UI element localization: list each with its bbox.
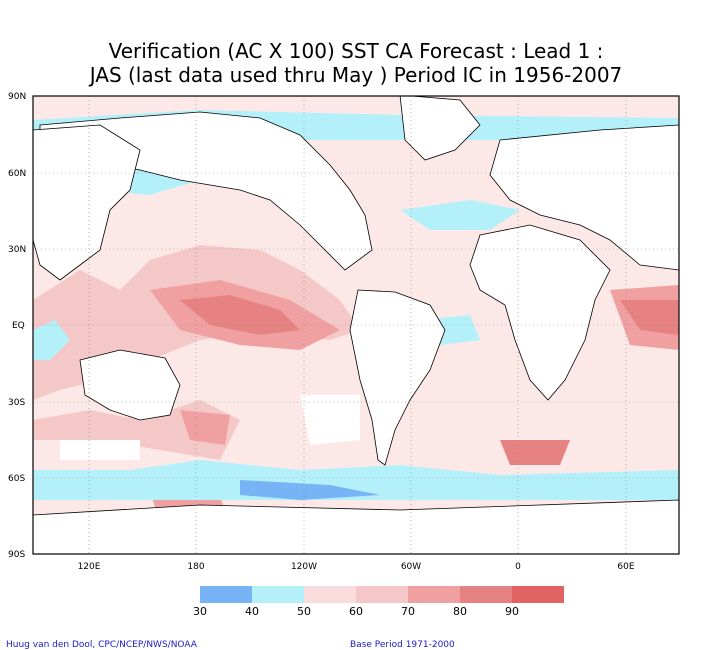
lat-label: EQ bbox=[12, 321, 25, 331]
legend-swatch bbox=[252, 586, 304, 603]
lat-label: 60N bbox=[8, 169, 26, 179]
land-asia-east bbox=[33, 124, 141, 281]
land-south-america bbox=[349, 289, 446, 466]
land-australia bbox=[79, 349, 181, 421]
lat-label: 30N bbox=[8, 245, 26, 255]
legend-swatch bbox=[200, 586, 252, 603]
lat-label: 90S bbox=[8, 550, 25, 560]
chart-title-line-2: JAS (last data used thru May ) Period IC… bbox=[89, 63, 623, 87]
lon-label: 180 bbox=[187, 562, 204, 572]
map-gridlines bbox=[33, 96, 679, 554]
legend-label: 50 bbox=[297, 605, 311, 618]
land-antarctica bbox=[33, 499, 679, 554]
lat-label: 90N bbox=[8, 92, 26, 102]
legend-label: 80 bbox=[453, 605, 467, 618]
legend-label: 60 bbox=[349, 605, 363, 618]
lon-label: 0 bbox=[515, 562, 521, 572]
lon-label: 60E bbox=[617, 562, 634, 572]
legend-label: 40 bbox=[245, 605, 259, 618]
legend-swatch bbox=[512, 586, 564, 603]
lat-label: 60S bbox=[8, 474, 25, 484]
latitude-labels: 90N 60N 30N EQ 30S 60S 90S bbox=[8, 92, 26, 560]
legend-swatch bbox=[460, 586, 512, 603]
lon-label: 120W bbox=[291, 562, 317, 572]
color-legend bbox=[200, 586, 564, 603]
longitude-labels: 120E 180 120W 60W 0 60E bbox=[78, 562, 635, 572]
lat-label: 30S bbox=[8, 398, 25, 408]
lon-label: 120E bbox=[78, 562, 101, 572]
lon-label: 60W bbox=[401, 562, 421, 572]
credit-text: Huug van den Dool, CPC/NCEP/NWS/NOAA bbox=[6, 640, 197, 650]
land-eurasia-west bbox=[489, 124, 679, 271]
legend-swatch bbox=[408, 586, 460, 603]
chart-title-line-1: Verification (AC X 100) SST CA Forecast … bbox=[108, 39, 604, 63]
legend-label: 30 bbox=[193, 605, 207, 618]
land-africa bbox=[469, 224, 611, 401]
map-frame bbox=[32, 95, 680, 555]
legend-label: 70 bbox=[401, 605, 415, 618]
legend-label: 90 bbox=[505, 605, 519, 618]
base-period-text: Base Period 1971-2000 bbox=[350, 640, 455, 650]
legend-swatch bbox=[356, 586, 408, 603]
legend-swatch bbox=[304, 586, 356, 603]
land-greenland bbox=[399, 96, 481, 161]
